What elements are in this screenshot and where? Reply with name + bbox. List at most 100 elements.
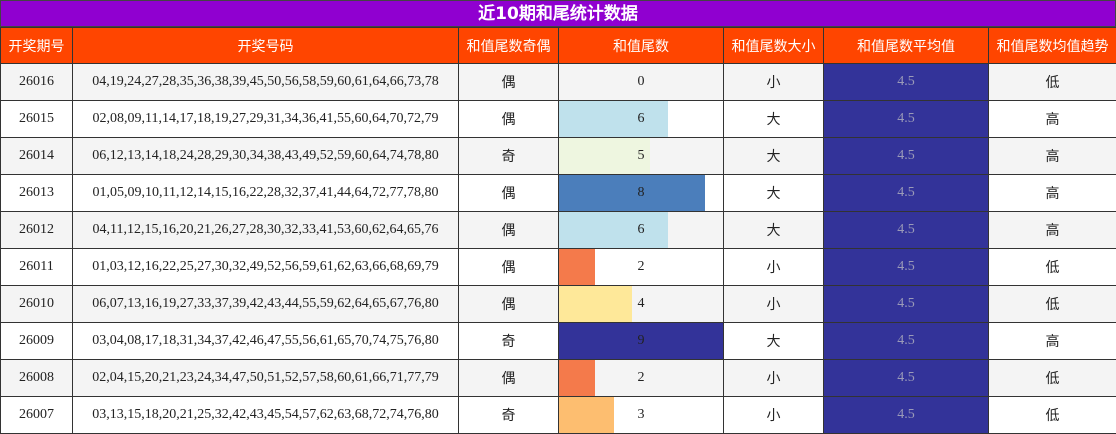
data-bar [559,249,595,285]
cell: 低 [989,64,1116,101]
cell: 03,04,08,17,18,31,34,37,42,46,47,55,56,6… [73,323,459,360]
cell: 04,19,24,27,28,35,36,38,39,45,50,56,58,5… [73,64,459,101]
cell: 小 [724,286,824,323]
average-cell: 4.5 [824,138,989,175]
tail-value: 2 [638,259,645,274]
tail-value: 2 [638,370,645,385]
average-cell: 4.5 [824,64,989,101]
cell: 高 [989,101,1116,138]
cell: 26014 [1,138,73,175]
cell: 26015 [1,101,73,138]
tail-cell: 2 [559,360,724,397]
column-header: 和值尾数大小 [724,28,824,64]
data-bar [559,360,595,396]
cell: 小 [724,64,824,101]
tail-value: 6 [638,111,645,126]
tail-value: 0 [638,74,645,89]
column-header: 开奖号码 [73,28,459,64]
cell: 02,08,09,11,14,17,18,19,27,29,31,34,36,4… [73,101,459,138]
cell: 26012 [1,212,73,249]
cell: 06,12,13,14,18,24,28,29,30,34,38,43,49,5… [73,138,459,175]
average-cell: 4.5 [824,323,989,360]
cell: 小 [724,249,824,286]
average-cell: 4.5 [824,212,989,249]
cell: 高 [989,212,1116,249]
cell: 大 [724,138,824,175]
average-cell: 4.5 [824,286,989,323]
cell: 大 [724,323,824,360]
tail-cell: 2 [559,249,724,286]
tail-value: 4 [638,296,645,311]
average-cell: 4.5 [824,249,989,286]
column-header: 和值尾数均值趋势 [989,28,1116,64]
tail-cell: 6 [559,212,724,249]
tail-cell: 6 [559,101,724,138]
cell: 26013 [1,175,73,212]
cell: 低 [989,360,1116,397]
stats-table: 开奖期号开奖号码和值尾数奇偶和值尾数和值尾数大小和值尾数平均值和值尾数均值趋势 … [0,27,1116,434]
cell: 大 [724,101,824,138]
cell: 偶 [459,101,559,138]
tail-cell: 5 [559,138,724,175]
column-header: 开奖期号 [1,28,73,64]
tail-cell: 0 [559,64,724,101]
cell: 小 [724,360,824,397]
tail-value: 3 [638,407,645,422]
cell: 高 [989,323,1116,360]
column-header: 和值尾数奇偶 [459,28,559,64]
cell: 偶 [459,175,559,212]
cell: 偶 [459,360,559,397]
cell: 大 [724,175,824,212]
data-bar [559,138,650,174]
cell: 06,07,13,16,19,27,33,37,39,42,43,44,55,5… [73,286,459,323]
average-cell: 4.5 [824,175,989,212]
average-cell: 4.5 [824,360,989,397]
tail-cell: 3 [559,397,724,434]
cell: 奇 [459,397,559,434]
cell: 04,11,12,15,16,20,21,26,27,28,30,32,33,4… [73,212,459,249]
cell: 低 [989,249,1116,286]
cell: 奇 [459,323,559,360]
cell: 26007 [1,397,73,434]
data-bar [559,101,668,137]
cell: 低 [989,286,1116,323]
tail-cell: 9 [559,323,724,360]
average-cell: 4.5 [824,101,989,138]
cell: 偶 [459,64,559,101]
average-cell: 4.5 [824,397,989,434]
tail-cell: 8 [559,175,724,212]
cell: 奇 [459,138,559,175]
cell: 26016 [1,64,73,101]
cell: 小 [724,397,824,434]
cell: 偶 [459,286,559,323]
tail-value: 9 [638,333,645,348]
cell: 02,04,15,20,21,23,24,34,47,50,51,52,57,5… [73,360,459,397]
cell: 26011 [1,249,73,286]
tail-value: 5 [638,148,645,163]
data-bar [559,175,705,211]
column-header: 和值尾数 [559,28,724,64]
cell: 26009 [1,323,73,360]
cell: 大 [724,212,824,249]
header-row: 开奖期号开奖号码和值尾数奇偶和值尾数和值尾数大小和值尾数平均值和值尾数均值趋势 [1,28,1116,64]
cell: 03,13,15,18,20,21,25,32,42,43,45,54,57,6… [73,397,459,434]
cell: 26008 [1,360,73,397]
cell: 26010 [1,286,73,323]
data-bar [559,397,614,433]
tail-value: 6 [638,222,645,237]
tail-value: 8 [638,185,645,200]
column-header: 和值尾数平均值 [824,28,989,64]
cell: 偶 [459,249,559,286]
cell: 高 [989,175,1116,212]
table-title: 近10期和尾统计数据 [0,0,1116,27]
cell: 01,05,09,10,11,12,14,15,16,22,28,32,37,4… [73,175,459,212]
